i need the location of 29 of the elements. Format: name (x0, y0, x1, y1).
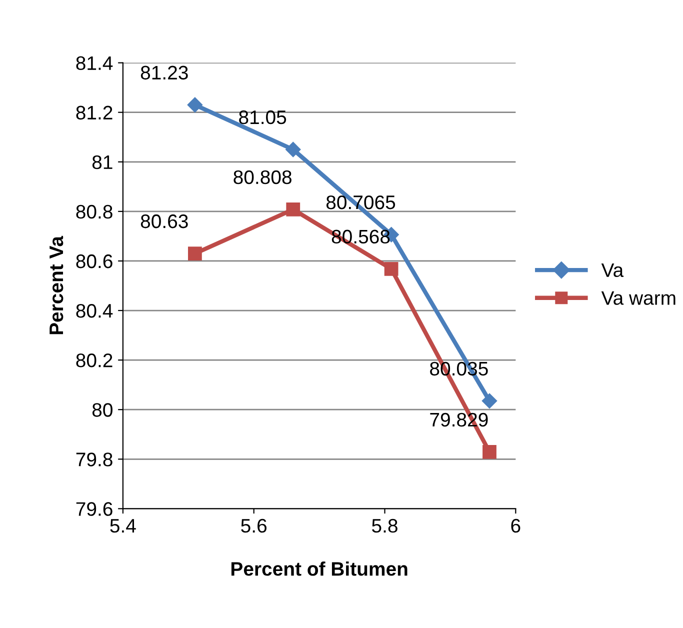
data-label: 81.23 (140, 66, 188, 80)
y-tick-label: 80.4 (76, 304, 113, 318)
y-tick-label: 80.2 (76, 354, 112, 368)
point (188, 246, 202, 260)
x-tick-label: 5.6 (241, 518, 267, 533)
y-tick-label: 80.8 (76, 204, 112, 219)
point (482, 445, 496, 459)
x-tick-label: 6 (511, 518, 520, 533)
legend-label: Va warm (601, 291, 676, 305)
x-axis-title: Percent of Bitumen (231, 562, 408, 576)
y-tick-label: 79.6 (76, 502, 112, 516)
data-label: 80.63 (140, 214, 188, 228)
y-tick-label: 80 (92, 403, 112, 417)
point (482, 393, 498, 408)
point (384, 262, 398, 276)
y-tick-label: 79.8 (76, 452, 112, 466)
y-tick-label: 81.4 (76, 56, 113, 70)
y-tick-label: 81.2 (76, 106, 112, 120)
legend-label: Va (601, 263, 624, 278)
x-tick-label: 5.4 (110, 519, 136, 533)
data-label: 81.05 (239, 110, 286, 124)
y-axis-title: Percent Va (50, 236, 64, 334)
x-tick-label: 5.8 (372, 518, 398, 533)
data-label: 80.808 (234, 170, 292, 184)
y-tick-label: 81 (92, 155, 112, 170)
point (286, 202, 300, 216)
y-tick-label: 80.6 (76, 254, 112, 268)
point (187, 97, 203, 112)
point (286, 142, 301, 158)
